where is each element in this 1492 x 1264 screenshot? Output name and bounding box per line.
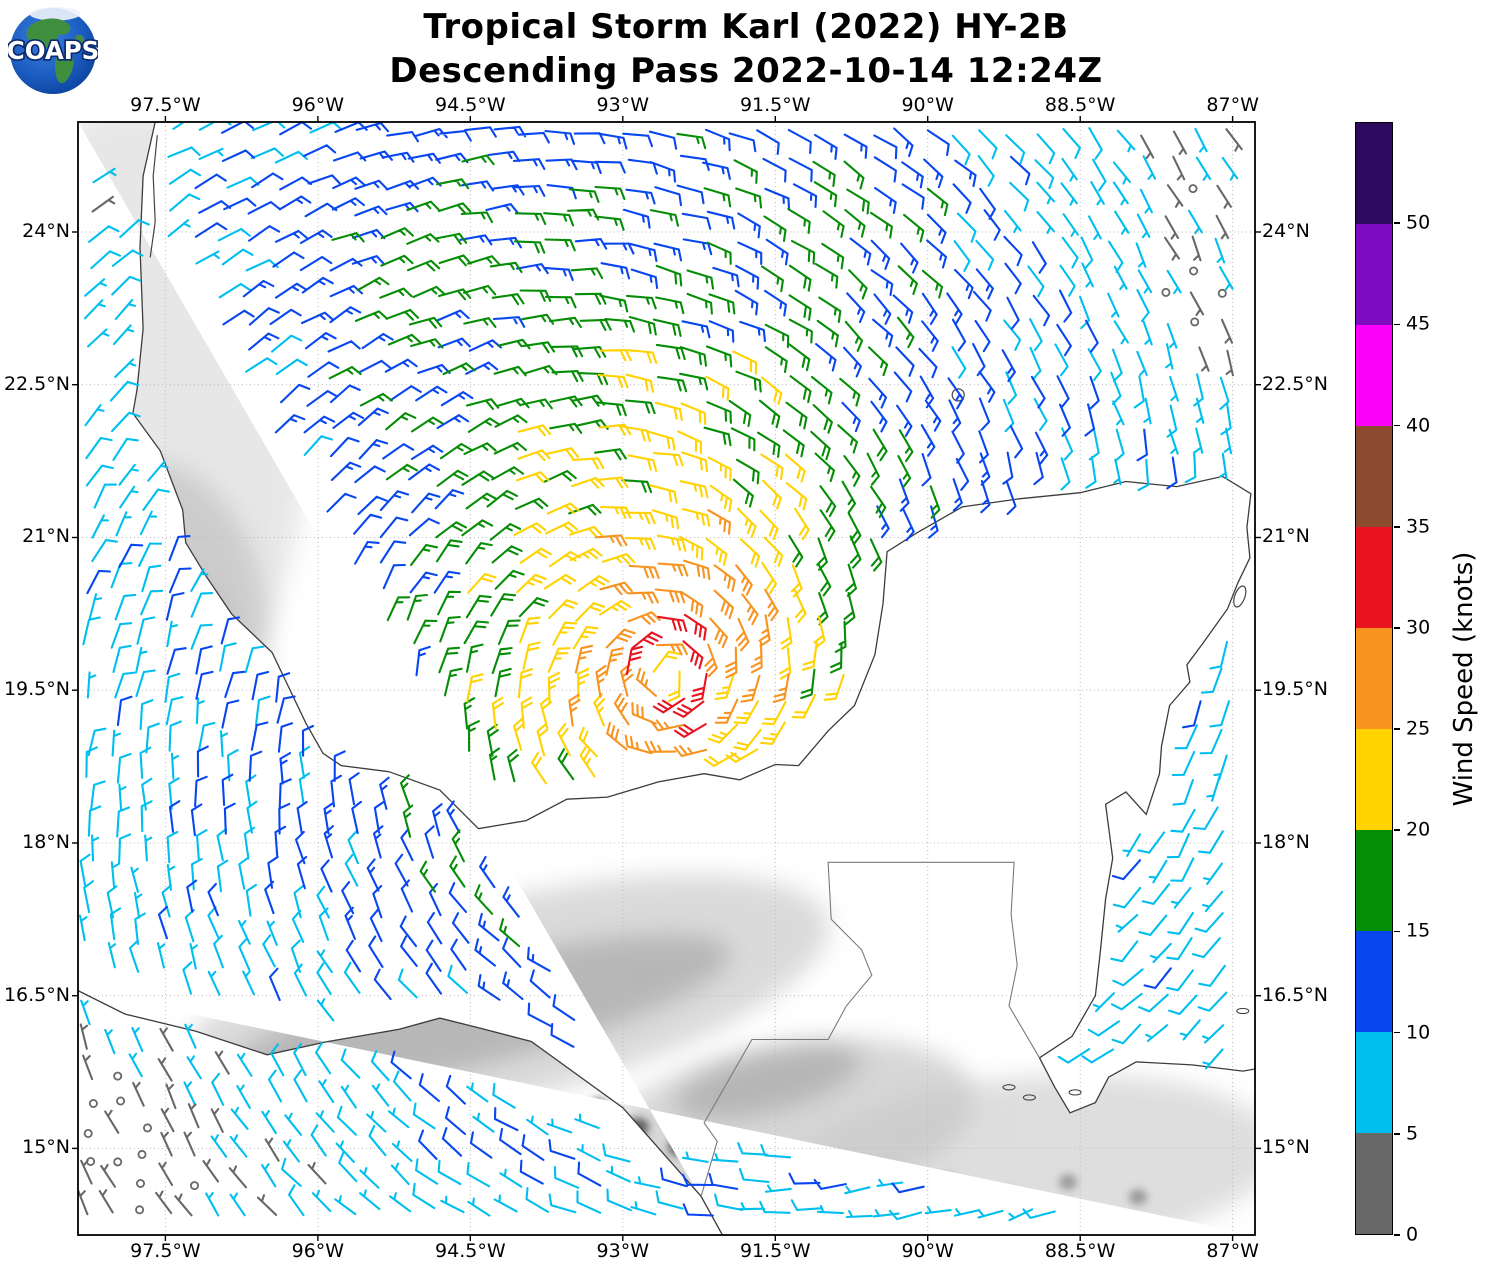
coaps-logo-text: COAPS bbox=[8, 36, 98, 65]
x-tick-top-7: 87°W bbox=[1206, 94, 1259, 116]
x-tick-bottom-7: 87°W bbox=[1206, 1240, 1259, 1262]
x-tick-top-5: 90°W bbox=[901, 94, 954, 116]
colorbar-tick-label-5: 5 bbox=[1406, 1122, 1419, 1145]
x-tick-bottom-2: 94.5°W bbox=[435, 1240, 506, 1262]
y-tick-right-2: 21°N bbox=[1262, 525, 1310, 548]
colorbar-tick-label-10: 10 bbox=[1406, 1021, 1431, 1044]
x-tick-bottom-0: 97.5°W bbox=[130, 1240, 201, 1262]
colorbar-bin-10-15 bbox=[1356, 930, 1392, 1032]
y-tick-left-4: 18°N bbox=[22, 830, 70, 853]
colorbar-tick-mark-50 bbox=[1394, 222, 1400, 224]
y-tick-left-5: 16.5°N bbox=[3, 983, 70, 1006]
colorbar-bin-20-25 bbox=[1356, 728, 1392, 830]
y-tick-left-0: 24°N bbox=[22, 219, 70, 242]
colorbar-tick-mark-25 bbox=[1394, 728, 1400, 730]
colorbar-bin-40-45 bbox=[1356, 324, 1392, 426]
colorbar-tick-label-50: 50 bbox=[1406, 211, 1431, 234]
colorbar-tick-label-35: 35 bbox=[1406, 515, 1431, 538]
border-layer bbox=[700, 861, 1040, 1197]
colorbar-label: Wind Speed (knots) bbox=[1449, 551, 1479, 807]
colorbar-bin-5-10 bbox=[1356, 1031, 1392, 1133]
y-tick-right-6: 15°N bbox=[1262, 1136, 1310, 1159]
colorbar-tick-label-40: 40 bbox=[1406, 414, 1431, 437]
x-tick-top-4: 91.5°W bbox=[739, 94, 811, 116]
x-tick-top-6: 88.5°W bbox=[1044, 94, 1116, 116]
colorbar-tick-mark-0 bbox=[1394, 1234, 1400, 1236]
figure-title: Tropical Storm Karl (2022) HY-2B Descend… bbox=[0, 6, 1492, 93]
x-tick-bottom-6: 88.5°W bbox=[1044, 1240, 1116, 1262]
x-tick-bottom-5: 90°W bbox=[901, 1240, 954, 1262]
colorbar-tick-mark-20 bbox=[1394, 829, 1400, 832]
y-tick-left-2: 21°N bbox=[22, 525, 70, 548]
title-line-2: Descending Pass 2022-10-14 12:24Z bbox=[389, 50, 1103, 91]
coaps-globe-icon: COAPS bbox=[5, 6, 101, 95]
y-tick-left-6: 15°N bbox=[22, 1136, 70, 1159]
islands-layer bbox=[149, 135, 1250, 1101]
axis-ticks bbox=[72, 116, 1261, 1241]
x-tick-bottom-3: 93°W bbox=[596, 1240, 650, 1262]
colorbar-tick-mark-5 bbox=[1394, 1133, 1400, 1135]
colorbar-bin-0-5 bbox=[1356, 1132, 1392, 1234]
colorbar-tick-mark-30 bbox=[1394, 627, 1400, 629]
colorbar-tick-label-0: 0 bbox=[1406, 1223, 1419, 1246]
colorbar-bin-45-50 bbox=[1356, 223, 1392, 325]
colorbar-bin-50-55 bbox=[1356, 123, 1392, 224]
colorbar-tick-label-30: 30 bbox=[1406, 616, 1431, 639]
y-tick-right-4: 18°N bbox=[1262, 830, 1310, 853]
y-tick-left-3: 19.5°N bbox=[3, 678, 70, 701]
x-tick-top-3: 93°W bbox=[596, 94, 650, 116]
x-tick-top-1: 96°W bbox=[291, 94, 345, 116]
y-tick-right-1: 22.5°N bbox=[1262, 372, 1329, 395]
colorbar-bin-25-30 bbox=[1356, 627, 1392, 729]
coaps-logo: COAPS bbox=[5, 6, 101, 96]
colorbar-tick-label-15: 15 bbox=[1406, 920, 1431, 943]
wind-barbs-layer bbox=[78, 122, 1243, 1222]
y-tick-right-0: 24°N bbox=[1262, 219, 1310, 242]
colorbar-tick-mark-15 bbox=[1394, 930, 1400, 933]
x-tick-bottom-4: 91.5°W bbox=[739, 1240, 811, 1262]
wind-barb-map bbox=[72, 116, 1261, 1241]
colorbar-bin-15-20 bbox=[1356, 829, 1392, 931]
colorbar-tick-mark-10 bbox=[1394, 1031, 1400, 1034]
colorbar-tick-mark-40 bbox=[1394, 424, 1400, 427]
colorbar-bin-30-35 bbox=[1356, 526, 1392, 628]
colorbar-bin-35-40 bbox=[1356, 425, 1392, 527]
coastline-layer bbox=[78, 122, 1255, 1235]
colorbar-tick-label-25: 25 bbox=[1406, 717, 1431, 740]
colorbar-tick-label-45: 45 bbox=[1406, 312, 1431, 335]
x-tick-bottom-1: 96°W bbox=[291, 1240, 345, 1262]
y-tick-right-5: 16.5°N bbox=[1262, 983, 1329, 1006]
colorbar-tick-label-20: 20 bbox=[1406, 818, 1431, 841]
colorbar bbox=[1355, 122, 1393, 1235]
y-tick-left-1: 22.5°N bbox=[3, 372, 70, 395]
terrain-layer bbox=[78, 122, 1255, 1235]
x-tick-top-2: 94.5°W bbox=[435, 94, 506, 116]
plot-border bbox=[77, 121, 1256, 1236]
y-tick-right-3: 19.5°N bbox=[1262, 678, 1329, 701]
colorbar-tick-mark-35 bbox=[1394, 525, 1400, 528]
title-line-1: Tropical Storm Karl (2022) HY-2B bbox=[423, 7, 1069, 47]
colorbar-tick-mark-45 bbox=[1394, 323, 1400, 326]
x-tick-top-0: 97.5°W bbox=[130, 94, 201, 116]
